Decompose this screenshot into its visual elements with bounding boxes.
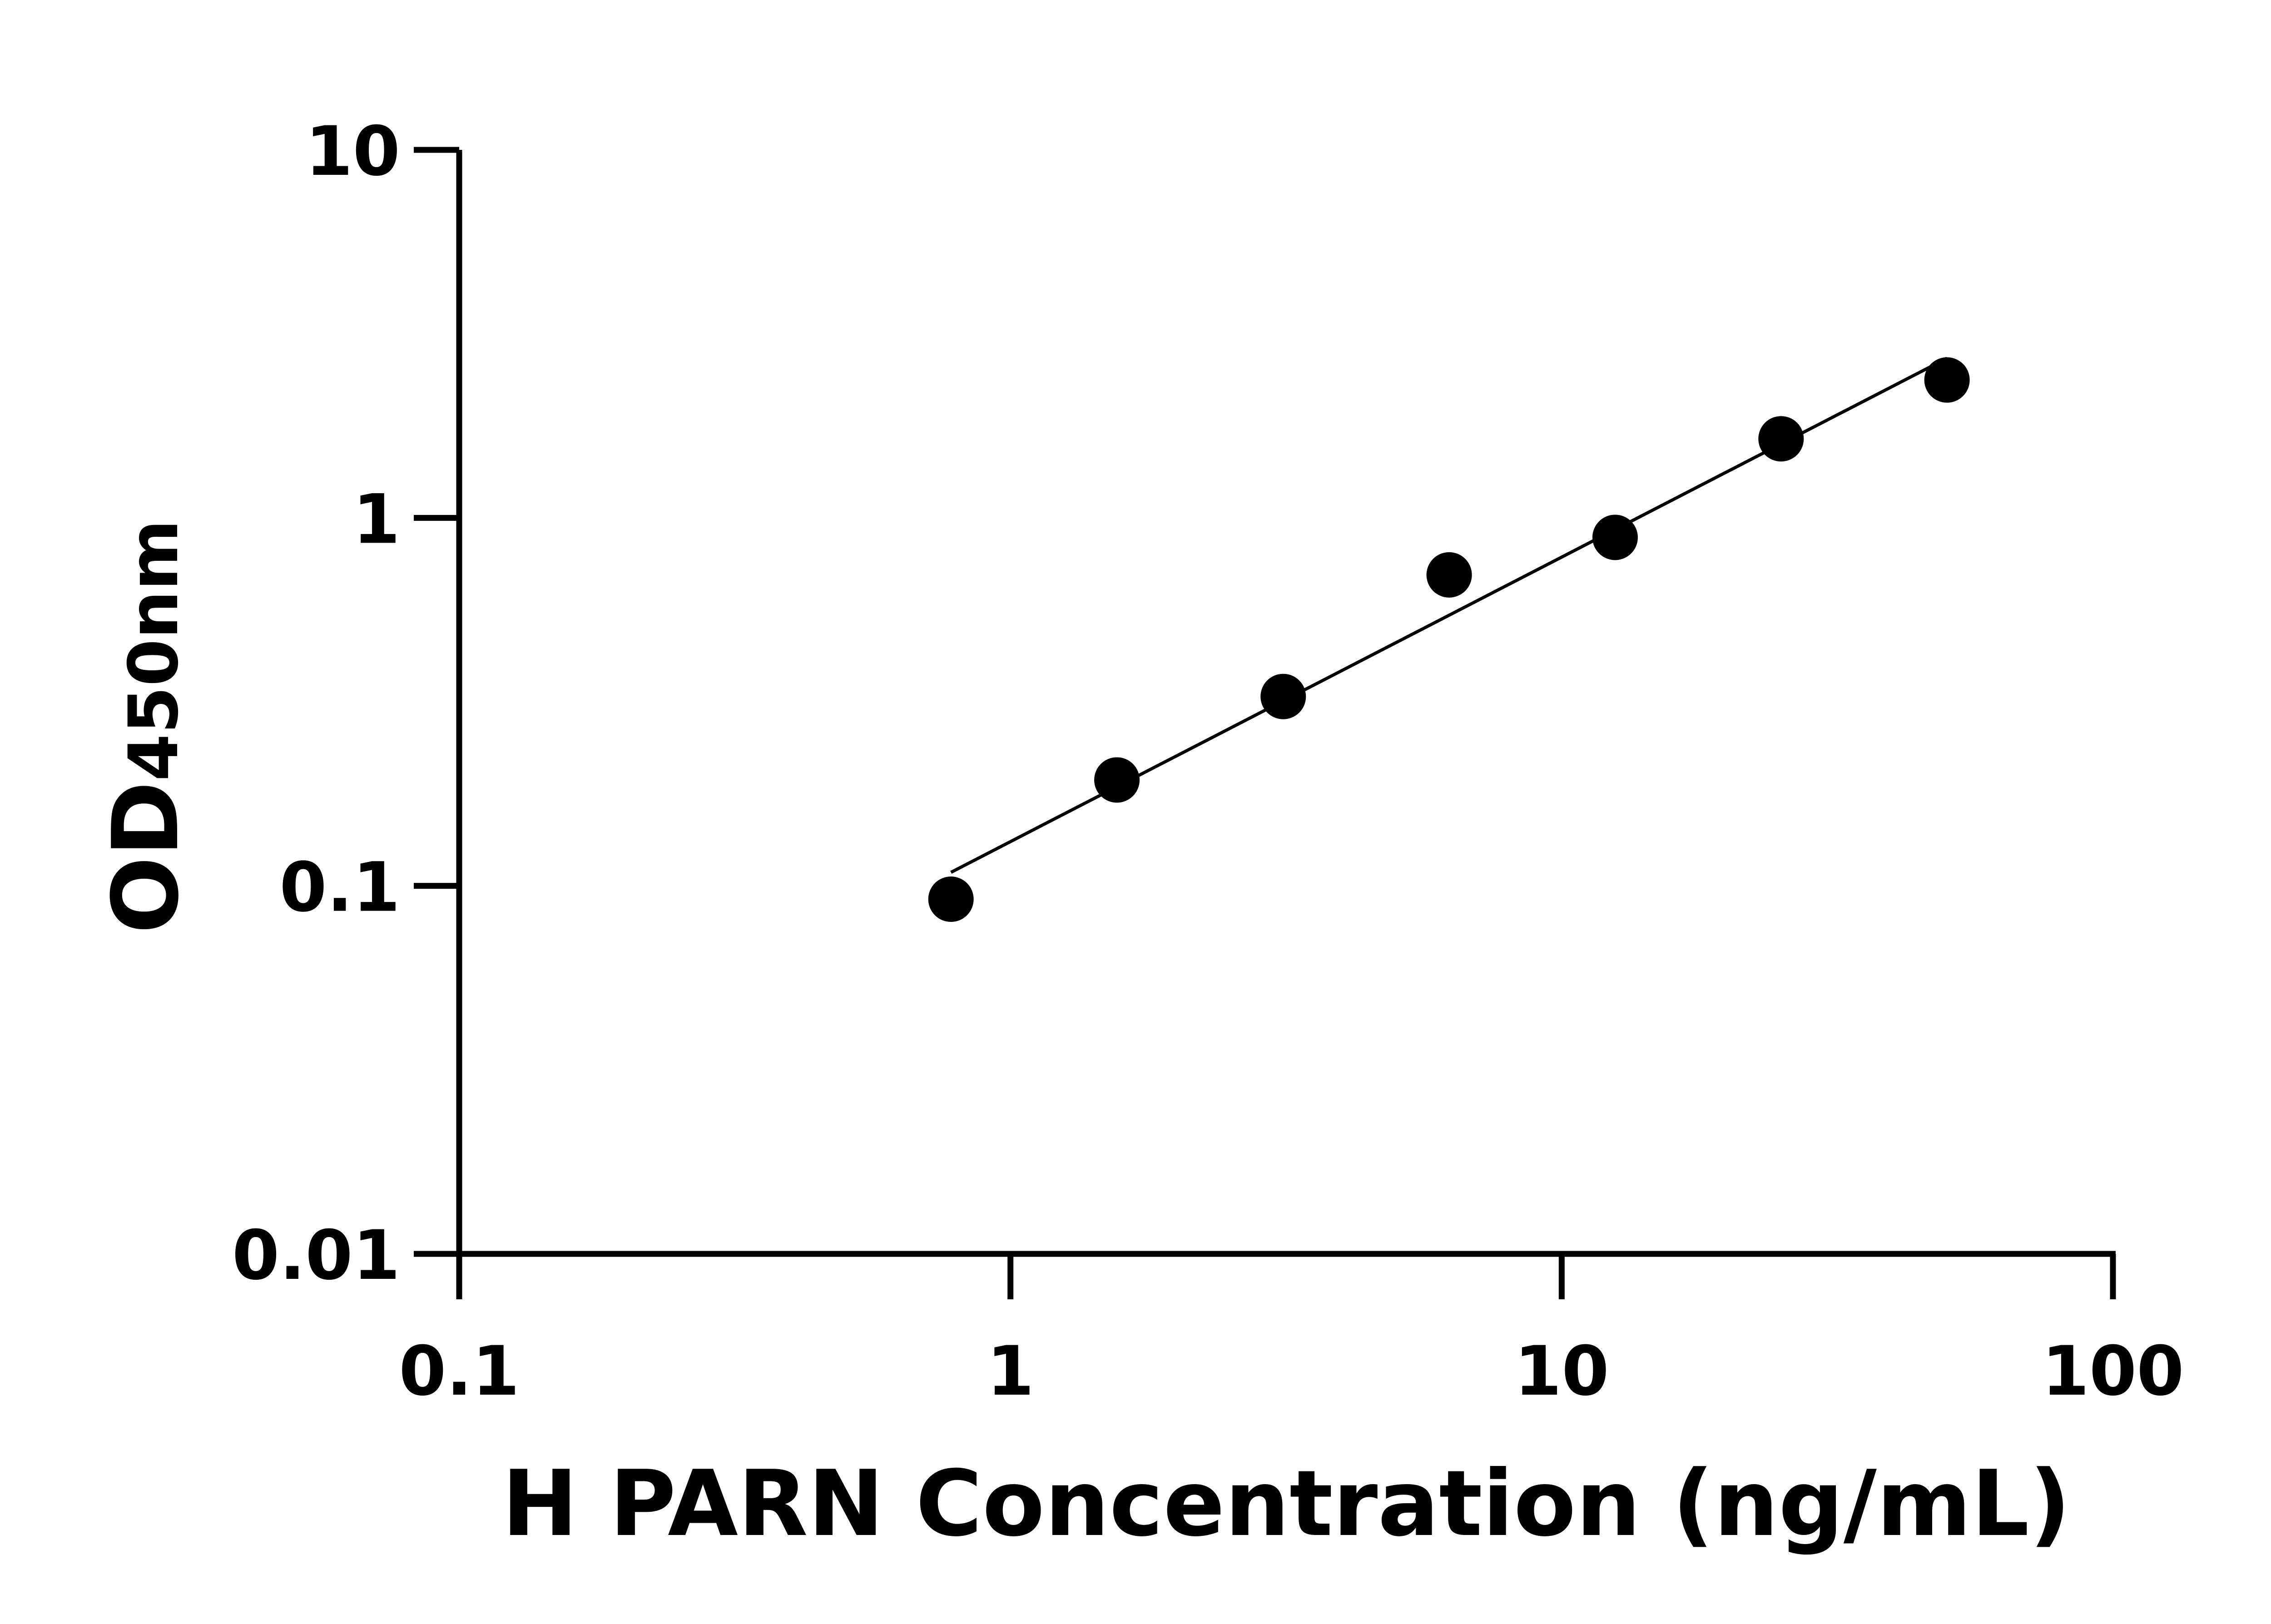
data-point-0 xyxy=(928,876,974,922)
data-point-1 xyxy=(1094,757,1140,803)
x-tick-label-2: 10 xyxy=(1514,1332,1609,1411)
y-axis-label-main: OD xyxy=(93,781,199,934)
data-point-6 xyxy=(1924,357,1970,403)
y-tick-label-3: 10 xyxy=(305,112,400,191)
x-tick-label-3: 100 xyxy=(2042,1332,2184,1411)
data-point-4 xyxy=(1592,515,1638,560)
data-point-3 xyxy=(1426,552,1472,598)
y-tick-label-0: 0.01 xyxy=(232,1216,400,1295)
y-axis-label: OD450nm xyxy=(93,520,199,934)
axes xyxy=(456,150,2116,1257)
data-points xyxy=(928,357,1970,922)
y-tick-label-1: 0.1 xyxy=(279,848,400,927)
data-point-5 xyxy=(1758,416,1804,462)
x-axis-label: H PARN Concentration (ng/mL) xyxy=(502,1451,2071,1557)
x-tick-label-1: 1 xyxy=(987,1332,1034,1411)
data-point-2 xyxy=(1260,673,1306,719)
ticks: 0.1 1 10 100 0.01 0.1 1 10 xyxy=(232,112,2184,1411)
y-tick-label-2: 1 xyxy=(353,480,400,559)
x-tick-label-0: 0.1 xyxy=(399,1332,520,1411)
y-axis-label-sub: 450nm xyxy=(114,520,193,781)
